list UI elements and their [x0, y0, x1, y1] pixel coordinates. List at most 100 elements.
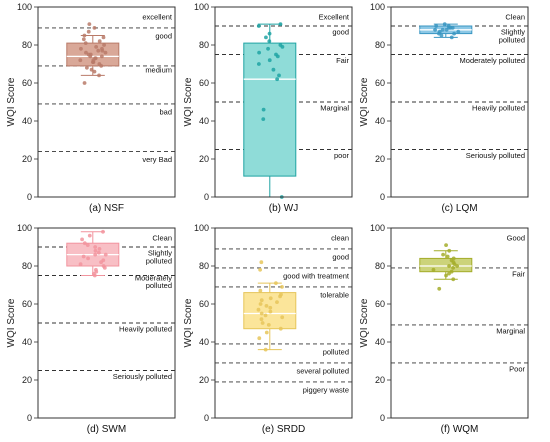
y-tick-label: 60: [22, 78, 32, 88]
y-tick-label: 20: [375, 154, 385, 164]
data-point: [449, 35, 454, 40]
y-tick-label: 80: [375, 261, 385, 271]
data-point: [431, 267, 436, 272]
band-label: Fair: [512, 270, 525, 279]
band-label: clean: [331, 234, 349, 243]
data-point: [267, 31, 272, 36]
data-point: [452, 31, 457, 36]
data-point: [84, 65, 89, 70]
data-point: [447, 264, 451, 268]
plot-frame: [214, 6, 353, 198]
data-point: [82, 81, 87, 85]
y-tick-label: 0: [380, 192, 385, 202]
data-point: [93, 252, 98, 257]
data-point: [264, 35, 268, 40]
box: [419, 257, 473, 273]
band-label: polluted: [499, 35, 525, 44]
band-label: Marginal: [496, 327, 525, 336]
data-point: [101, 35, 106, 40]
data-point: [268, 309, 273, 314]
data-point: [263, 313, 268, 318]
data-point: [97, 62, 102, 66]
y-tick-label: 60: [199, 299, 209, 309]
data-point: [97, 247, 102, 251]
data-point: [444, 243, 448, 248]
data-point: [94, 267, 98, 272]
y-tick-label: 0: [204, 413, 209, 423]
data-point: [101, 229, 105, 234]
data-point: [97, 73, 101, 78]
panel-label: (d) SWM: [87, 424, 126, 435]
data-point: [274, 52, 278, 57]
data-point: [86, 29, 91, 34]
band-label: tolerable: [320, 291, 349, 300]
band-label: good with treatment: [283, 272, 350, 281]
data-point: [96, 48, 101, 53]
y-tick-label: 20: [22, 154, 32, 164]
data-point: [280, 285, 284, 289]
data-point: [456, 29, 461, 34]
y-tick-label: 100: [194, 2, 209, 12]
data-point: [100, 46, 104, 51]
data-point: [96, 250, 101, 255]
data-point: [84, 50, 88, 55]
data-point: [455, 264, 460, 268]
y-tick-label: 60: [375, 299, 385, 309]
y-tick-label: 40: [199, 337, 209, 347]
data-point: [261, 117, 266, 121]
panel-5: 0 20 40 60 80 100 clean good good with treatment…: [183, 223, 353, 435]
y-tick-label: 60: [375, 78, 385, 88]
data-point: [259, 260, 264, 265]
y-tick-label: 20: [199, 154, 209, 164]
panel-6: 0 20 40 60 80 100 Good Fair Marginal Poor WQI Scor…: [359, 223, 529, 435]
data-point: [267, 39, 272, 44]
data-point: [437, 29, 442, 34]
data-point: [274, 281, 278, 285]
panel-label: (f) WQM: [441, 424, 479, 435]
y-tick-label: 20: [375, 375, 385, 385]
panel-1: 0 20 40 60 80 100 excellent good medium bad very B…: [6, 2, 176, 214]
data-point: [92, 26, 97, 30]
band-label: good: [155, 32, 172, 41]
data-point: [256, 307, 261, 312]
plot-frame: [390, 6, 529, 198]
data-point: [261, 107, 266, 112]
band-label: Clean: [505, 13, 525, 22]
data-point: [449, 269, 454, 274]
band-label: Seriously polluted: [466, 151, 525, 160]
y-tick-label: 100: [370, 223, 385, 233]
y-tick-label: 80: [375, 40, 385, 50]
y-tick-label: 80: [199, 261, 209, 271]
data-point: [94, 45, 99, 49]
data-point: [83, 41, 88, 45]
data-point: [447, 248, 452, 253]
data-point: [441, 252, 445, 257]
data-point: [277, 73, 281, 78]
y-tick-label: 80: [199, 40, 209, 50]
data-point: [267, 58, 272, 63]
data-point: [258, 302, 263, 306]
data-point: [257, 50, 262, 55]
band-label: Slightly: [501, 28, 525, 37]
y-axis-label: WQI Score: [6, 77, 17, 126]
data-point: [78, 262, 83, 266]
y-axis-label: WQI Score: [183, 298, 194, 347]
band-label: medium: [145, 66, 172, 75]
band-label: Good: [507, 234, 525, 243]
panel-label: (a) NSF: [89, 203, 124, 214]
data-point: [444, 273, 448, 278]
data-point: [450, 26, 455, 30]
plot-frame: [214, 227, 353, 419]
data-point: [101, 264, 106, 268]
data-point: [97, 39, 102, 44]
y-tick-label: 40: [375, 116, 385, 126]
panel-4: 020406080100CleanSlightlypollutedModerat…: [6, 223, 176, 435]
data-point: [280, 315, 285, 320]
data-point: [93, 248, 98, 253]
data-point: [256, 62, 261, 66]
y-tick-label: 100: [17, 223, 32, 233]
y-tick-label: 0: [27, 192, 32, 202]
band-label: piggery waste: [303, 386, 349, 395]
